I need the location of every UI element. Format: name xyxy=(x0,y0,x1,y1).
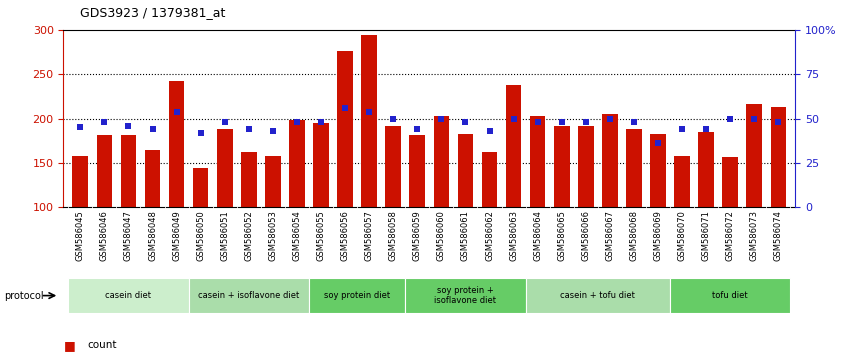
Bar xyxy=(771,107,786,207)
Text: GSM586056: GSM586056 xyxy=(341,210,349,261)
Bar xyxy=(193,168,208,207)
Text: GSM586060: GSM586060 xyxy=(437,210,446,261)
Text: GSM586062: GSM586062 xyxy=(485,210,494,261)
Text: casein + tofu diet: casein + tofu diet xyxy=(560,291,635,300)
Text: GSM586048: GSM586048 xyxy=(148,210,157,261)
Bar xyxy=(121,135,136,207)
Bar xyxy=(698,132,714,207)
Text: GSM586071: GSM586071 xyxy=(701,210,711,261)
Text: count: count xyxy=(87,340,117,350)
Bar xyxy=(289,120,305,207)
Text: GSM586067: GSM586067 xyxy=(606,210,614,261)
Bar xyxy=(217,129,233,207)
Text: GSM586057: GSM586057 xyxy=(365,210,374,261)
Text: GSM586072: GSM586072 xyxy=(726,210,734,261)
Bar xyxy=(338,51,353,207)
Bar xyxy=(670,278,790,313)
Bar xyxy=(578,126,594,207)
Text: casein + isoflavone diet: casein + isoflavone diet xyxy=(198,291,299,300)
Bar xyxy=(433,116,449,207)
Text: ■: ■ xyxy=(63,339,75,352)
Bar xyxy=(309,278,405,313)
Text: GSM586046: GSM586046 xyxy=(100,210,109,261)
Bar xyxy=(168,80,184,207)
Text: GSM586055: GSM586055 xyxy=(316,210,326,261)
Text: GSM586050: GSM586050 xyxy=(196,210,206,261)
Bar xyxy=(265,156,281,207)
Text: casein diet: casein diet xyxy=(106,291,151,300)
Text: GSM586070: GSM586070 xyxy=(678,210,687,261)
Bar xyxy=(674,156,690,207)
Text: GSM586066: GSM586066 xyxy=(581,210,591,261)
Bar xyxy=(386,126,401,207)
Bar xyxy=(73,156,88,207)
Bar xyxy=(481,152,497,207)
Text: GSM586074: GSM586074 xyxy=(774,210,783,261)
Text: tofu diet: tofu diet xyxy=(712,291,748,300)
Bar xyxy=(525,278,670,313)
Bar xyxy=(361,34,377,207)
Text: GSM586058: GSM586058 xyxy=(388,210,398,261)
Bar xyxy=(96,135,113,207)
Text: soy protein diet: soy protein diet xyxy=(324,291,390,300)
Bar xyxy=(241,152,256,207)
Text: GSM586053: GSM586053 xyxy=(268,210,277,261)
Bar xyxy=(626,129,642,207)
Text: GSM586063: GSM586063 xyxy=(509,210,518,261)
Bar xyxy=(506,85,521,207)
Bar xyxy=(602,114,618,207)
Bar xyxy=(313,123,329,207)
Text: GSM586069: GSM586069 xyxy=(653,210,662,261)
Text: GSM586068: GSM586068 xyxy=(629,210,639,261)
Text: GSM586061: GSM586061 xyxy=(461,210,470,261)
Bar xyxy=(409,135,426,207)
Text: GSM586045: GSM586045 xyxy=(76,210,85,261)
Text: GSM586065: GSM586065 xyxy=(558,210,566,261)
Text: GSM586054: GSM586054 xyxy=(293,210,301,261)
Bar xyxy=(554,126,569,207)
Text: GSM586073: GSM586073 xyxy=(750,210,759,261)
Text: GSM586052: GSM586052 xyxy=(244,210,253,261)
Bar xyxy=(69,278,189,313)
Bar xyxy=(458,133,473,207)
Text: GSM586051: GSM586051 xyxy=(220,210,229,261)
Text: GSM586059: GSM586059 xyxy=(413,210,422,261)
Text: GDS3923 / 1379381_at: GDS3923 / 1379381_at xyxy=(80,6,226,19)
Text: GSM586064: GSM586064 xyxy=(533,210,542,261)
Bar xyxy=(722,156,738,207)
Text: GSM586047: GSM586047 xyxy=(124,210,133,261)
Bar xyxy=(145,149,161,207)
Bar xyxy=(189,278,309,313)
Bar xyxy=(651,133,666,207)
Bar xyxy=(530,116,546,207)
Bar xyxy=(405,278,525,313)
Text: protocol: protocol xyxy=(4,291,44,301)
Text: soy protein +
isoflavone diet: soy protein + isoflavone diet xyxy=(435,286,497,305)
Bar xyxy=(746,104,762,207)
Text: GSM586049: GSM586049 xyxy=(172,210,181,261)
